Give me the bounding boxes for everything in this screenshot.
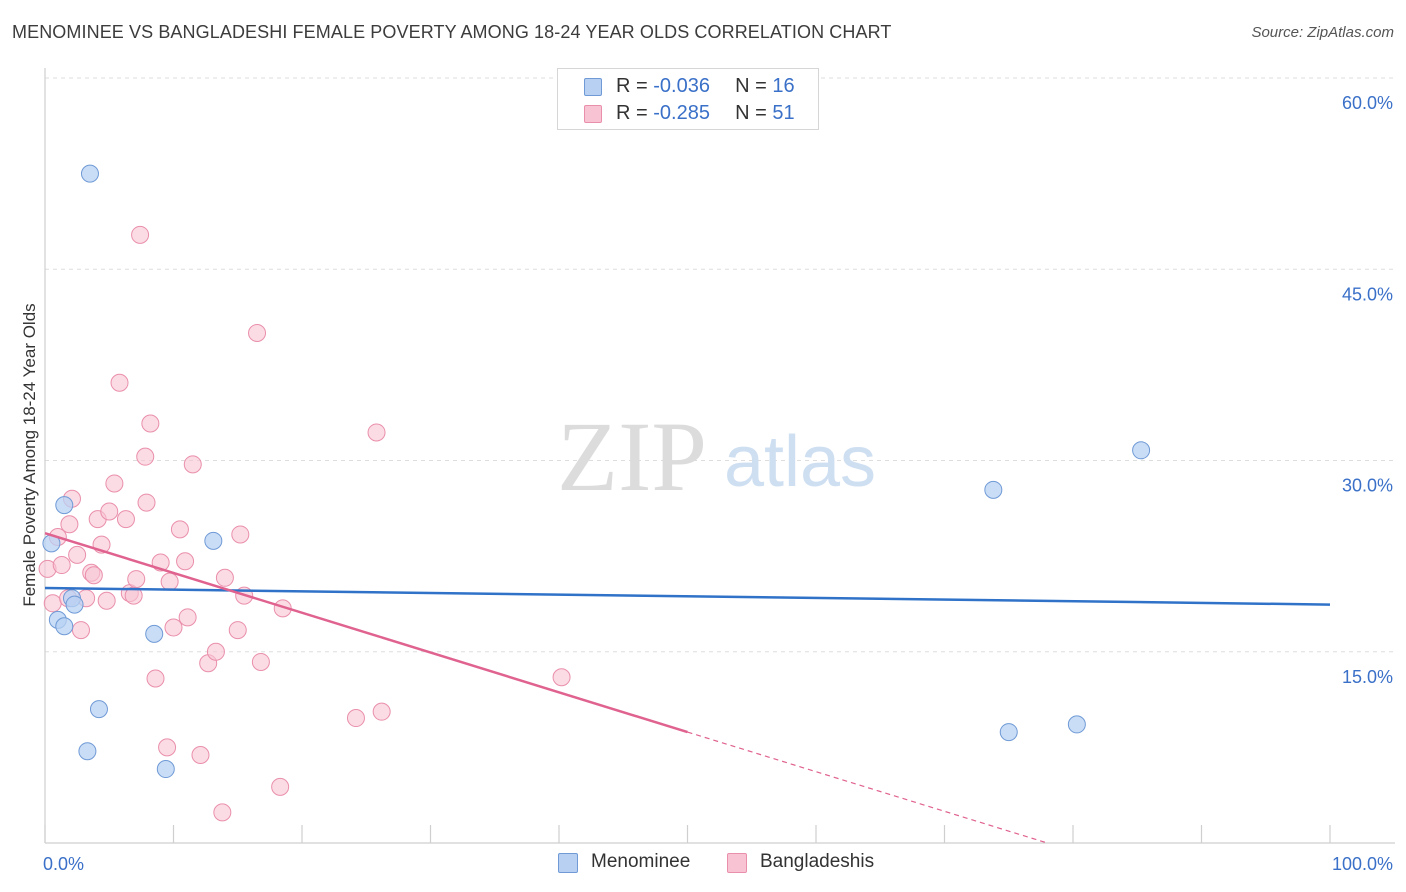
chart-title: MENOMINEE VS BANGLADESHI FEMALE POVERTY … [12, 22, 892, 42]
bangladeshi-point [552, 668, 571, 687]
watermark-atlas: atlas [724, 422, 876, 502]
source-label: Source: ZipAtlas.com [1251, 24, 1394, 41]
bangladeshi-swatch [584, 105, 602, 123]
menominee-point [65, 595, 84, 614]
bangladeshi-point [176, 552, 195, 571]
bangladeshi-point [191, 746, 210, 765]
bangladeshi-point [136, 447, 155, 466]
bangladeshi-trendline-extension [687, 731, 1048, 844]
menominee-point [156, 760, 175, 779]
menominee-point [984, 480, 1003, 499]
bangladeshi-point [68, 545, 87, 564]
bangladeshi-point [52, 556, 71, 575]
bangladeshi-point [164, 618, 183, 637]
bangladeshi-point [170, 520, 189, 539]
n-label: N = [735, 75, 773, 97]
x-tick-label: 100.0% [1332, 854, 1393, 874]
bangladeshi-point [178, 608, 197, 627]
axes [44, 68, 1395, 844]
bangladeshi-point [84, 566, 103, 585]
menominee-legend-label: Menominee [591, 851, 691, 872]
bangladeshi-point [206, 642, 225, 661]
n-label: N = [735, 102, 773, 124]
bangladeshi-point [183, 455, 202, 474]
r-label: R = [616, 75, 654, 97]
menominee-point [80, 164, 99, 183]
trendlines [44, 531, 1331, 844]
y-tick-label: 15.0% [1342, 667, 1393, 687]
bangladeshi-point [372, 702, 391, 721]
y-tick-label: 30.0% [1342, 476, 1393, 496]
x-tick-labels: 0.0% 100.0% [43, 854, 1393, 874]
bangladeshi-point [141, 414, 160, 433]
bangladeshi-point [105, 474, 124, 493]
x-tick-label: 0.0% [43, 854, 84, 874]
bangladeshi-point [346, 709, 365, 728]
watermark-zip: ZIP [557, 401, 707, 512]
menominee-point [204, 531, 223, 550]
menominee-point [89, 700, 108, 719]
bangladeshi-point [116, 510, 135, 529]
bangladeshi-points [38, 225, 571, 822]
bangladeshi-point [110, 373, 129, 392]
menominee-point [999, 723, 1018, 742]
bangladeshi-point [127, 570, 146, 589]
bangladeshi-trendline [44, 531, 688, 734]
menominee-points [42, 164, 1151, 779]
bangladeshi-legend-label: Bangladeshis [760, 851, 875, 872]
bangladeshi-point [158, 738, 177, 757]
bangladeshi-point [271, 777, 290, 796]
bangladeshi-legend-swatch [727, 853, 747, 873]
bangladeshi-point [215, 568, 234, 587]
bangladeshi-point [248, 324, 267, 342]
menominee-legend-swatch [558, 853, 578, 873]
bangladeshi-point [71, 621, 90, 640]
y-tick-label: 60.0% [1342, 93, 1393, 113]
bangladeshi-point [231, 525, 250, 544]
bangladeshi-point [367, 423, 386, 442]
bangladeshi-point [97, 591, 116, 610]
y-tick-label: 45.0% [1342, 284, 1393, 304]
x-ticks [44, 825, 1331, 843]
menominee-swatch [584, 78, 602, 96]
bangladeshi-point [100, 502, 119, 521]
n-value: 51 [772, 102, 795, 124]
r-label: R = [616, 102, 654, 124]
n-value: 16 [772, 75, 795, 97]
bangladeshi-point [213, 803, 232, 822]
menominee-trendline [44, 586, 1331, 606]
y-tick-labels: 15.0% 30.0% 45.0% 60.0% [1342, 93, 1393, 687]
bangladeshi-point [146, 669, 165, 688]
r-value: -0.036 [653, 75, 710, 97]
bangladeshi-point [160, 572, 179, 591]
menominee-point [55, 496, 74, 515]
bangladeshi-point [60, 515, 79, 534]
watermark: ZIP atlas [557, 401, 876, 512]
gridlines [45, 77, 1395, 653]
bangladeshi-point [43, 594, 62, 613]
stats-legend: R = -0.036 N = 16 R = -0.285 N = 51 [557, 68, 819, 130]
bangladeshi-point [137, 493, 156, 512]
bangladeshi-point [131, 225, 150, 244]
r-value: -0.285 [653, 102, 710, 124]
menominee-point [78, 742, 97, 761]
bangladeshi-point [251, 652, 270, 671]
menominee-point [1132, 441, 1151, 460]
menominee-point [1067, 715, 1086, 734]
menominee-point [145, 624, 164, 643]
bangladeshi-point [228, 621, 247, 640]
menominee-point [55, 617, 74, 636]
